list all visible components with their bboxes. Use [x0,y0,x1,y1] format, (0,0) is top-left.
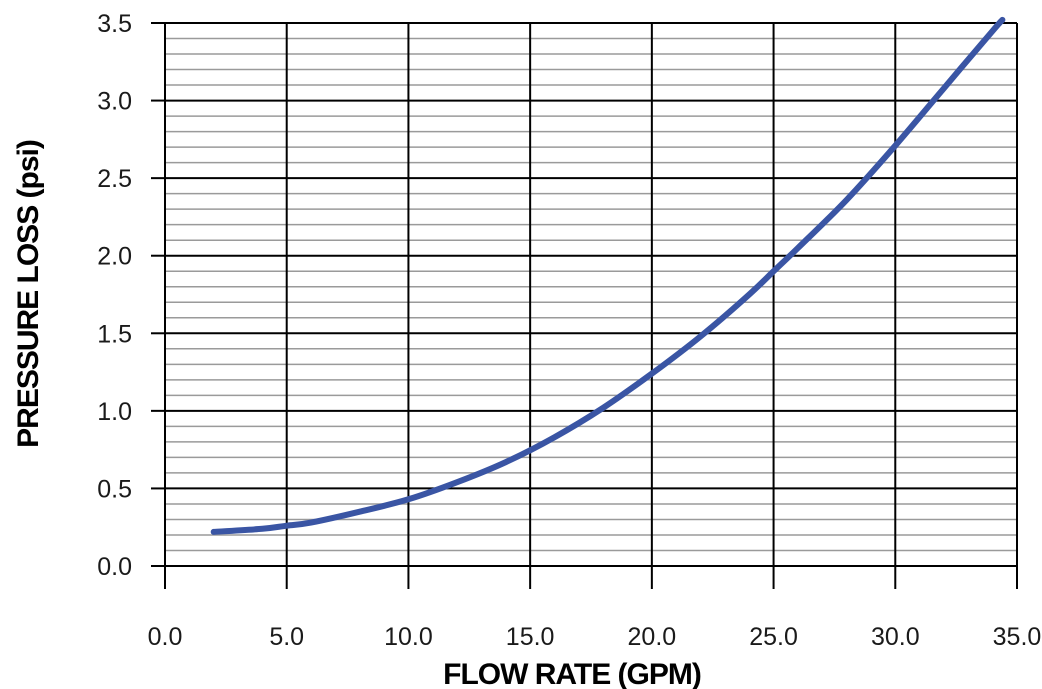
series-line [210,16,1006,535]
x-tick-label: 30.0 [871,623,920,651]
y-tick-label: 2.5 [97,165,132,193]
major-grid-lines [164,22,1018,567]
x-tick-label: 0.0 [148,623,183,651]
y-tick-label: 0.0 [97,553,132,581]
y-tick-label: 1.0 [97,398,132,426]
y-axis-ticks: 0.0 0.5 1.0 1.5 2.0 2.5 3.0 3.5 [97,10,165,581]
x-tick-label: 5.0 [269,623,304,651]
y-tick-label: 0.5 [97,475,132,503]
x-tick-label: 25.0 [749,623,798,651]
x-tick-label: 35.0 [993,623,1042,651]
y-tick-label: 3.0 [97,88,132,116]
y-tick-label: 2.0 [97,243,132,271]
x-axis-title: FLOW RATE (GPM) [443,658,701,689]
x-tick-label: 15.0 [506,623,555,651]
y-tick-label: 3.5 [97,10,132,38]
x-tick-label: 10.0 [384,623,433,651]
y-tick-label: 1.5 [97,320,132,348]
series-layer [210,16,1006,535]
y-axis-title: PRESSURE LOSS (psi) [12,140,45,448]
x-axis-ticks: 0.0 5.0 10.0 15.0 20.0 25.0 30.0 35.0 [148,566,1042,651]
minor-grid-lines [165,37,1017,552]
x-tick-label: 20.0 [628,623,677,651]
